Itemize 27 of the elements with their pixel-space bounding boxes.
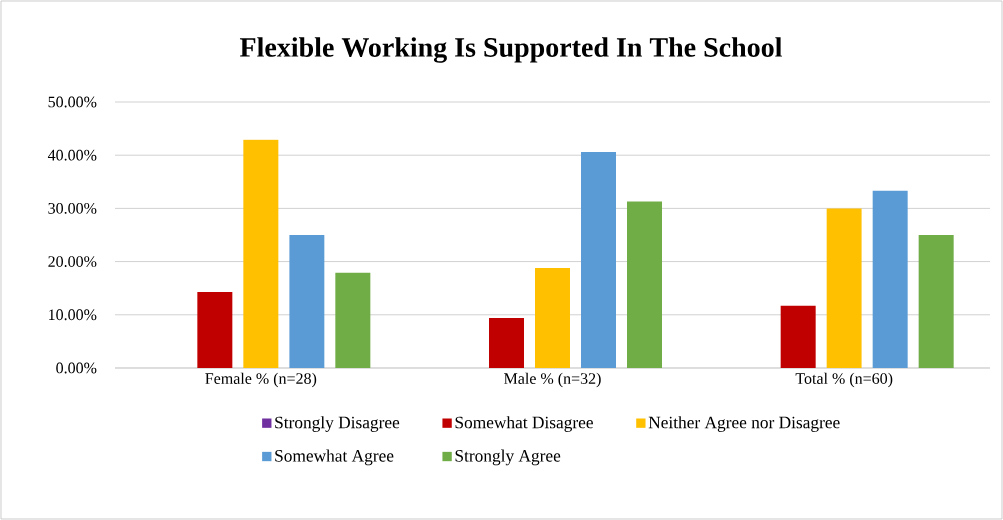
bar: [780, 305, 816, 368]
bar: [918, 234, 954, 368]
chart-title: Flexible Working Is Supported In The School: [239, 37, 782, 63]
y-tick-label: 50.00%: [48, 96, 97, 108]
bar: [627, 201, 663, 368]
bar: [581, 152, 616, 368]
bar: [489, 317, 524, 368]
bar: [197, 291, 233, 368]
bar: [826, 208, 862, 368]
bar: [535, 267, 570, 368]
bar: [243, 139, 279, 368]
legend-label: Somewhat Disagree: [455, 416, 593, 432]
x-tick-label: Female % (n=28): [205, 372, 317, 388]
legend-label: Somewhat Agree: [275, 449, 394, 466]
legend-label: Neither Agree nor Disagree: [648, 416, 840, 432]
y-tick-label: 30.00%: [48, 202, 97, 214]
legend-label: Strongly Disagree: [275, 416, 400, 432]
legend-label: Strongly Agree: [455, 449, 561, 466]
bar: [289, 234, 325, 368]
y-tick-label: 0.00%: [56, 362, 97, 374]
bar: [335, 272, 371, 368]
x-tick-label: Male % (n=32): [504, 372, 601, 388]
y-tick-label: 10.00%: [49, 309, 97, 321]
x-tick-label: Total % (n=60): [795, 372, 893, 388]
bar: [872, 190, 908, 368]
y-tick-label: 40.00%: [47, 149, 97, 161]
y-tick-label: 20.00%: [48, 256, 97, 268]
